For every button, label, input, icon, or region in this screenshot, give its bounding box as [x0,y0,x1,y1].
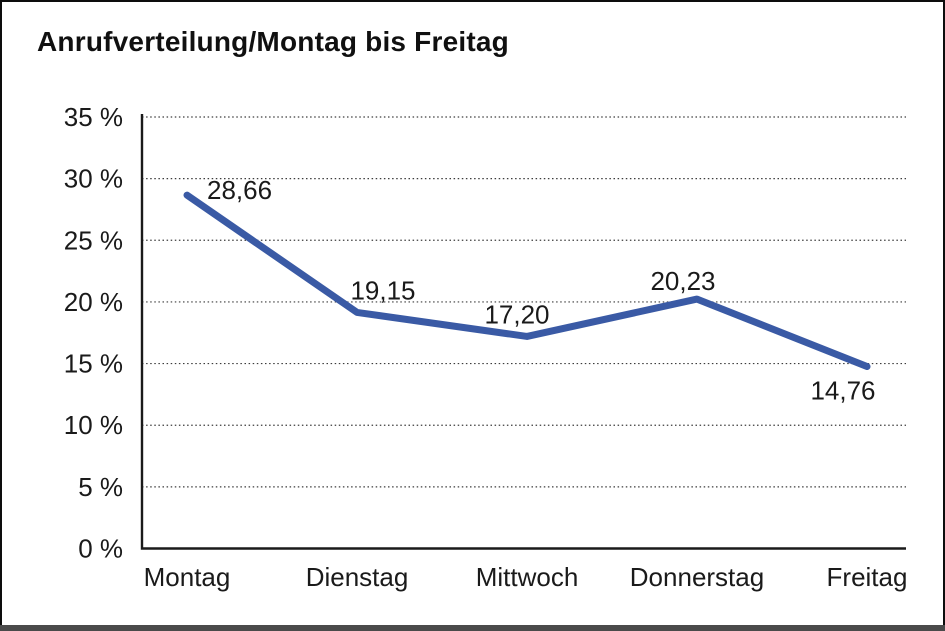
data-line [183,191,871,371]
y-tick-label: 0 % [78,534,123,564]
x-category-label: Mittwoch [476,562,579,592]
y-tick-label: 15 % [64,349,123,379]
x-category-label: Freitag [827,562,908,592]
x-category-label: Montag [144,562,231,592]
x-category-label: Donnerstag [630,562,764,592]
y-tick-label: 35 % [64,102,123,132]
page-bottom-edge [0,625,945,631]
data-point-label: 14,76 [810,376,875,406]
data-point-label: 28,66 [207,175,272,205]
y-tick-label: 30 % [64,164,123,194]
axes [140,114,906,550]
y-tick-label: 20 % [64,287,123,317]
data-point-label: 17,20 [484,299,549,329]
x-category-label: Dienstag [306,562,409,592]
y-tick-label: 5 % [78,472,123,502]
y-tick-label: 10 % [64,410,123,440]
data-point-label: 20,23 [650,266,715,296]
chart-title: Anrufverteilung/Montag bis Freitag [37,26,509,57]
data-point-label: 19,15 [350,275,415,305]
y-tick-label: 25 % [64,225,123,255]
